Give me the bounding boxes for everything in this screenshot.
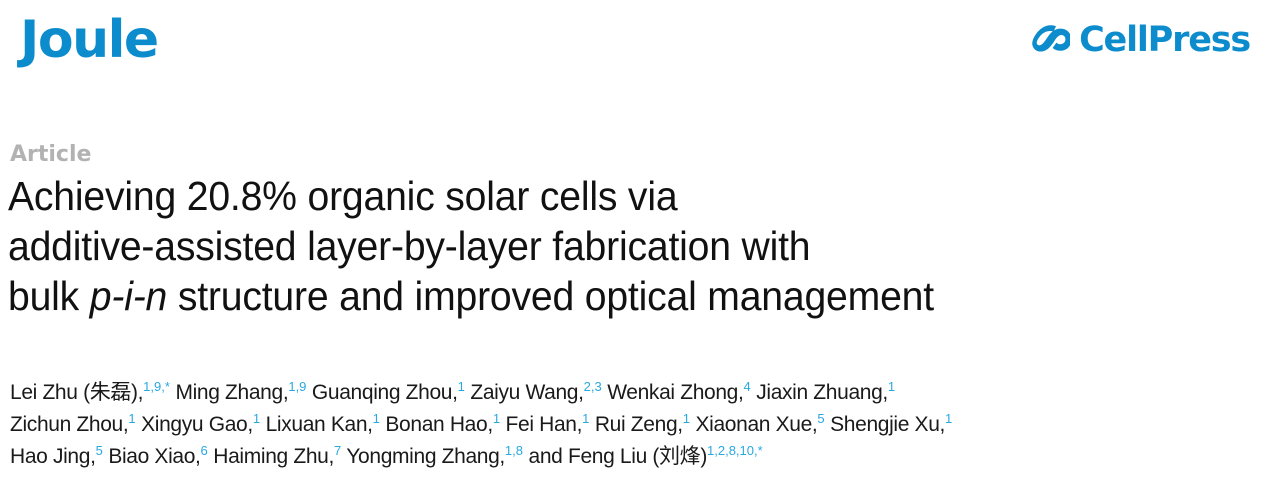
author-name[interactable]: Ming Zhang, <box>169 381 289 404</box>
author-affiliation-ref[interactable]: 6 <box>200 443 208 458</box>
author-affiliation-ref[interactable]: 4 <box>743 379 751 394</box>
cellpress-loop-icon <box>1032 25 1071 52</box>
author-affiliation-ref[interactable]: 1 <box>457 379 465 394</box>
author-affiliation-ref[interactable]: 1 <box>682 411 691 426</box>
author-name[interactable]: Lixuan Kan, <box>260 413 373 436</box>
author-name[interactable]: Rui Zeng, <box>589 413 683 436</box>
page-title: Achieving 20.8% organic solar cells via … <box>8 171 1207 321</box>
author-name[interactable]: Feng Liu (刘烽) <box>567 445 707 468</box>
author-name[interactable]: Lei Zhu (朱磊), <box>10 381 144 404</box>
journal-logo[interactable]: Joule <box>20 10 159 70</box>
author-name[interactable]: Guanqing Zhou, <box>306 381 458 404</box>
title-line-3-after: structure and improved optical managemen… <box>167 273 934 320</box>
title-line-3-before: bulk <box>8 273 90 320</box>
corresponding-author-marker[interactable]: * <box>164 379 170 394</box>
author-name[interactable]: Haiming Zhu, <box>207 445 334 468</box>
corresponding-author-marker[interactable]: * <box>757 443 763 458</box>
author-line-2: Zichun Zhou,1 Xingyu Gao,1 Lixuan Kan,1 … <box>10 409 1268 441</box>
masthead: Joule CellPress <box>0 0 1268 80</box>
author-name[interactable]: Bonan Hao, <box>379 413 493 436</box>
article-header: Article Achieving 20.8% organic solar ce… <box>8 142 1264 321</box>
author-name[interactable]: Shengjie Xu, <box>824 413 946 436</box>
author-affiliation-ref[interactable]: 7 <box>333 443 342 458</box>
author-affiliation-ref[interactable]: 1 <box>945 411 953 426</box>
author-affiliation-ref[interactable]: 5 <box>95 443 103 458</box>
author-affiliation-ref[interactable]: 1,8 <box>504 443 524 458</box>
author-name[interactable]: Zaiyu Wang, <box>464 381 584 404</box>
author-name[interactable]: Jiaxin Zhuang, <box>750 381 888 404</box>
author-affiliation-ref[interactable]: 1 <box>252 411 261 426</box>
author-list-conjunction: and <box>523 445 568 468</box>
author-name[interactable]: Wenkai Zhong, <box>601 381 744 404</box>
author-affiliation-ref[interactable]: 1 <box>582 411 590 426</box>
author-affiliation-ref[interactable]: 1,2,8,10, <box>706 443 758 458</box>
author-name[interactable]: Fei Han, <box>500 413 583 436</box>
title-line-2: additive-assisted layer-by-layer fabrica… <box>8 223 811 270</box>
article-type-label: Article <box>10 142 92 167</box>
author-name[interactable]: Biao Xiao, <box>102 445 201 468</box>
author-affiliation-ref[interactable]: 1,9 <box>288 379 307 394</box>
author-affiliation-ref[interactable]: 1,9, <box>143 379 165 394</box>
author-line-1: Lei Zhu (朱磊),1,9,* Ming Zhang,1,9 Guanqi… <box>10 377 1268 409</box>
author-name[interactable]: Xingyu Gao, <box>135 413 253 436</box>
publisher-logo[interactable]: CellPress <box>1030 19 1251 60</box>
author-name[interactable]: Hao Jing, <box>10 445 96 468</box>
author-name[interactable]: Yongming Zhang, <box>341 445 505 468</box>
author-affiliation-ref[interactable]: 1 <box>128 411 136 426</box>
author-affiliation-ref[interactable]: 5 <box>817 411 825 426</box>
title-line-3: bulk p-i-n structure and improved optica… <box>8 271 1207 321</box>
author-list: Lei Zhu (朱磊),1,9,* Ming Zhang,1,9 Guanqi… <box>10 377 1268 473</box>
author-affiliation-ref[interactable]: 1 <box>887 379 896 394</box>
title-line-1: Achieving 20.8% organic solar cells via <box>8 173 678 220</box>
author-name[interactable]: Xiaonan Xue, <box>690 413 818 436</box>
author-affiliation-ref[interactable]: 1 <box>492 411 501 426</box>
author-line-3: Hao Jing,5 Biao Xiao,6 Haiming Zhu,7 Yon… <box>10 441 1268 473</box>
author-affiliation-ref[interactable]: 2,3 <box>583 379 602 394</box>
publisher-name: CellPress <box>1079 19 1251 60</box>
author-name[interactable]: Zichun Zhou, <box>10 413 129 436</box>
title-line-3-italic: p-i-n <box>89 273 168 320</box>
author-affiliation-ref[interactable]: 1 <box>372 411 380 426</box>
